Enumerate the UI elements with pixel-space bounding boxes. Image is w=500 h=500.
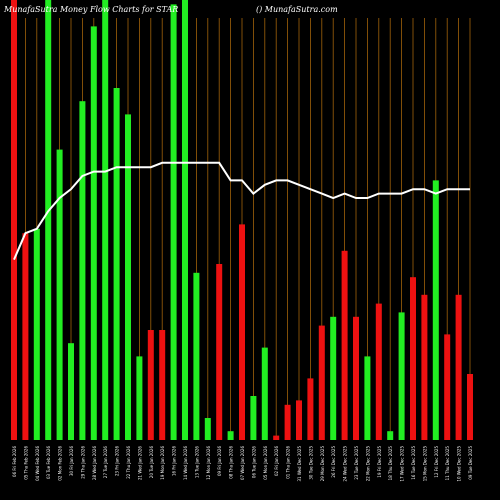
x-tick-label: 12 Fri Dec 2025: [434, 446, 439, 478]
bar: [227, 431, 234, 440]
bar: [250, 396, 257, 440]
x-tick-label: 27 Tue Jan 2026: [103, 446, 108, 479]
x-tick-label: 29 Thu Jan 2026: [80, 446, 85, 479]
bar: [387, 431, 394, 440]
bar: [307, 378, 314, 440]
bar: [193, 272, 200, 440]
bar: [90, 26, 97, 441]
bar: [102, 0, 109, 440]
x-tick-label: 13 Tue Jan 2026: [194, 446, 199, 479]
x-tick-label: 20 Tue Jan 2026: [149, 446, 154, 479]
x-tick-label: 07 Wed Jan 2026: [240, 446, 245, 480]
x-tick-label: 23 Fri Jan 2026: [115, 446, 120, 476]
bar: [353, 316, 359, 440]
x-tick-label: 19 Fri Dec 2025: [377, 446, 382, 478]
x-tick-label: 06 Fri Feb 2026: [12, 446, 17, 477]
bar: [410, 277, 416, 440]
bar: [33, 228, 40, 440]
bar: [296, 400, 302, 440]
bar: [455, 294, 462, 440]
x-tick-label: 06 Tue Jan 2026: [251, 446, 256, 479]
bar: [204, 418, 211, 440]
bar: [341, 250, 348, 440]
x-tick-label: 28 Wed Jan 2026: [92, 446, 97, 480]
chart-title: MunafaSutra Money Flow Charts for STAR: [4, 5, 179, 14]
x-tick-label: 01 Thu Jan 2026: [286, 446, 291, 479]
bar: [318, 325, 325, 440]
x-tick-label: 05 Thu Feb 2026: [23, 446, 28, 480]
x-tick-label: 18 Thu Dec 2025: [388, 446, 393, 481]
bar: [467, 374, 473, 440]
bar: [432, 180, 439, 440]
x-tick-label: 15 Mon Dec 2025: [422, 446, 427, 482]
bar: [444, 334, 451, 440]
x-tick-label: 09 Tue Dec 2025: [468, 446, 473, 480]
x-tick-label: 26 Fri Dec 2025: [331, 446, 336, 478]
bar: [182, 0, 188, 440]
x-tick-label: 17 Wed Dec 2025: [400, 446, 405, 482]
x-tick-label: 08 Thu Jan 2026: [229, 446, 234, 479]
x-tick-label: 04 Wed Feb 2026: [35, 446, 40, 481]
x-tick-label: 29 Mon Dec 2025: [320, 446, 325, 482]
x-tick-label: 02 Fri Jan 2026: [274, 446, 279, 476]
bar: [22, 233, 29, 440]
x-tick-label: 16 Fri Jan 2026: [172, 446, 177, 476]
bar: [68, 343, 74, 440]
x-tick-label: 30 Fri Jan 2026: [69, 446, 74, 476]
x-tick-label: 10 Wed Dec 2025: [457, 446, 462, 482]
x-tick-label: 23 Tue Dec 2025: [354, 446, 359, 480]
bar: [239, 224, 245, 440]
bar: [170, 4, 177, 441]
money-flow-line: [13, 161, 470, 260]
x-tick-label: 19 Mon Jan 2026: [160, 446, 165, 480]
x-tick-label: 21 Wed Jan 2026: [137, 446, 142, 480]
x-tick-label: 02 Mon Feb 2026: [58, 446, 63, 481]
bar: [45, 0, 52, 440]
bar: [125, 114, 131, 441]
bar: [113, 88, 120, 440]
x-tick-label: 22 Thu Jan 2026: [126, 446, 131, 479]
x-tick-label: 12 Mon Jan 2026: [206, 446, 211, 480]
money-flow-series-line: [13, 161, 470, 260]
x-tick-label: 03 Tue Feb 2026: [46, 446, 51, 479]
x-tick-label: 24 Wed Dec 2025: [343, 446, 348, 482]
x-tick-label: 05 Mon Jan 2026: [263, 446, 268, 480]
x-tick-label: 31 Wed Dec 2025: [297, 446, 302, 482]
bar: [421, 294, 428, 440]
bar: [273, 435, 280, 440]
bar: [330, 316, 337, 440]
x-tick-label: 14 Wed Jan 2026: [183, 446, 188, 480]
x-tick-label: 30 Tue Dec 2025: [308, 446, 313, 480]
bar: [398, 312, 405, 440]
bar: [136, 356, 143, 440]
bar: [11, 0, 17, 440]
x-tick-label: 22 Mon Dec 2025: [365, 446, 370, 482]
bar: [216, 264, 223, 440]
bar: [364, 356, 371, 440]
bar: [56, 149, 63, 440]
site-name: () MunafaSutra.com: [256, 5, 338, 14]
bars: [11, 0, 473, 441]
bar: [79, 101, 86, 440]
x-tick-label: 09 Fri Jan 2026: [217, 446, 222, 476]
x-tick-label: 16 Tue Dec 2025: [411, 446, 416, 480]
bar: [159, 330, 166, 440]
bar: [284, 404, 291, 440]
x-axis-labels: 06 Fri Feb 2026 05 Thu Feb 2026 04 Wed Feb…: [12, 446, 473, 482]
x-tick-label: 11 Thu Dec 2025: [445, 446, 450, 481]
bar: [261, 347, 268, 440]
bar: [147, 330, 154, 440]
bar: [375, 303, 382, 440]
